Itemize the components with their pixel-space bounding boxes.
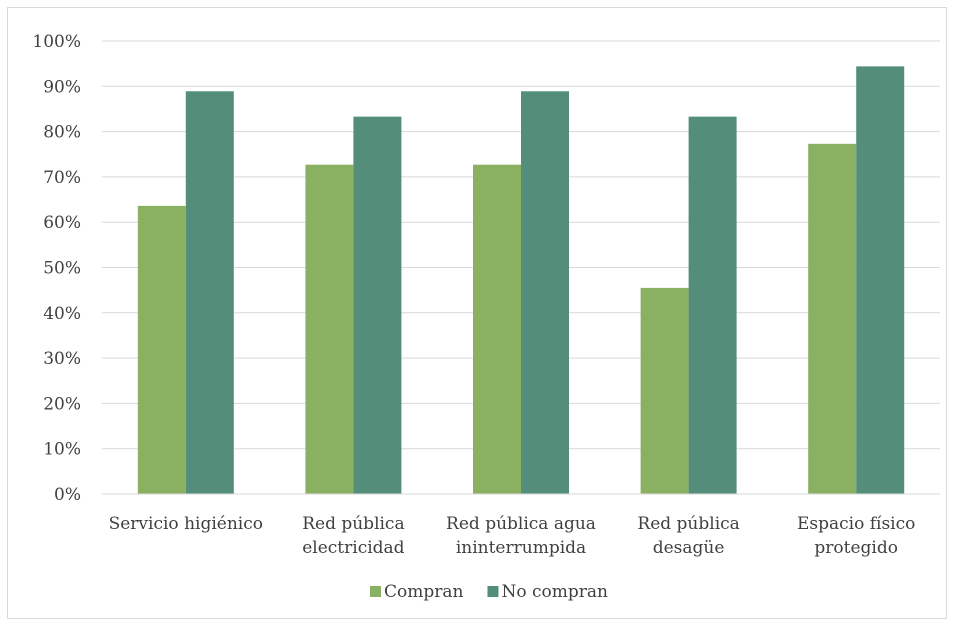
y-axis-ticks: 0% 10% 20% 30% 40% 50% 60% 70% 80% 90% 100% bbox=[32, 32, 81, 505]
x-category-label: Espacio físico protegido bbox=[797, 514, 915, 558]
bar-no-compran bbox=[521, 91, 569, 495]
legend-label: No compran bbox=[501, 582, 608, 602]
bar-compran bbox=[640, 287, 689, 494]
y-tick-label: 50% bbox=[43, 259, 81, 279]
x-category-label: Red pública agua ininterrumpida bbox=[446, 514, 596, 558]
y-tick-label: 70% bbox=[43, 168, 81, 188]
bar-compran bbox=[137, 205, 186, 494]
legend: Compran No compran bbox=[370, 582, 608, 602]
bar-no-compran bbox=[688, 116, 737, 494]
y-tick-label: 0% bbox=[54, 485, 81, 505]
y-tick-label: 100% bbox=[32, 32, 81, 52]
legend-swatch bbox=[487, 586, 499, 597]
gridlines bbox=[102, 40, 940, 450]
x-category-label: Servicio higiénico bbox=[109, 514, 263, 534]
x-axis-categories: Servicio higiénico Red pública electricida… bbox=[109, 514, 916, 558]
bar-compran bbox=[808, 143, 857, 494]
y-tick-label: 10% bbox=[43, 440, 81, 460]
x-category-label: Red pública desagüe bbox=[637, 514, 739, 558]
y-tick-label: 60% bbox=[43, 213, 81, 233]
y-tick-label: 90% bbox=[43, 77, 81, 97]
bar-no-compran bbox=[185, 91, 234, 495]
x-category-label: Red pública electricidad bbox=[302, 514, 404, 558]
bar-compran bbox=[473, 164, 521, 494]
bar-compran bbox=[305, 164, 354, 494]
y-tick-label: 40% bbox=[43, 304, 81, 324]
bars bbox=[137, 66, 905, 495]
legend-label: Compran bbox=[384, 582, 464, 602]
y-tick-label: 20% bbox=[43, 394, 81, 414]
y-tick-label: 30% bbox=[43, 349, 81, 369]
legend-swatch bbox=[370, 586, 381, 597]
bar-no-compran bbox=[353, 116, 402, 494]
bar-no-compran bbox=[856, 66, 905, 495]
y-tick-label: 80% bbox=[43, 123, 81, 143]
